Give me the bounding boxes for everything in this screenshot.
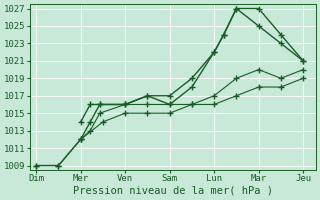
- X-axis label: Pression niveau de la mer( hPa ): Pression niveau de la mer( hPa ): [73, 186, 273, 196]
